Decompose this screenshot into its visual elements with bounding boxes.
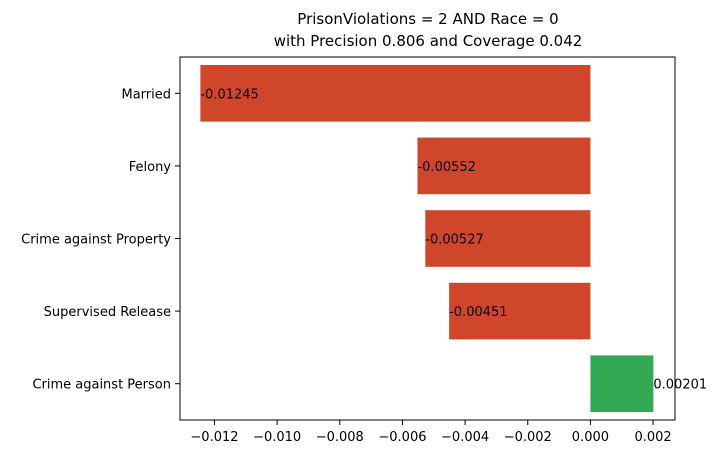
y-tick-label-2: Crime against Property	[21, 233, 171, 248]
bar-2	[425, 210, 591, 267]
x-tick-label-2: −0.008	[316, 430, 364, 445]
x-tick-label-7: 0.002	[634, 430, 671, 445]
x-tick-label-5: −0.002	[504, 430, 552, 445]
y-tick-label-1: Felony	[129, 160, 172, 175]
x-tick-label-0: −0.012	[190, 430, 238, 445]
x-tick-label-1: −0.010	[253, 430, 301, 445]
y-axis-ticks: Married Felony Crime against Property Super…	[21, 87, 180, 393]
value-label-1: -0.00552	[417, 160, 475, 175]
bar-1	[417, 137, 591, 195]
value-label-3: -0.00451	[449, 305, 507, 320]
value-label-4: 0.00201	[653, 378, 707, 393]
x-tick-label-3: −0.006	[378, 430, 426, 445]
chart-title-line1: PrisonViolations = 2 AND Race = 0	[297, 10, 558, 28]
bar-0	[200, 64, 591, 122]
bar-3	[449, 282, 591, 340]
x-tick-label-4: −0.004	[441, 430, 489, 445]
x-axis-ticks: −0.012 −0.010 −0.008 −0.006 −0.004 −0.002 0.00…	[190, 420, 672, 445]
bars-group	[200, 64, 654, 413]
y-tick-label-0: Married	[121, 87, 171, 102]
value-label-2: -0.00527	[425, 233, 483, 248]
x-tick-label-6: 0.000	[572, 430, 609, 445]
value-labels-group: -0.01245 -0.00552 -0.00527 -0.00451 0.00201	[200, 87, 707, 392]
y-tick-label-3: Supervised Release	[44, 305, 171, 320]
value-label-0: -0.01245	[200, 87, 258, 102]
y-tick-label-4: Crime against Person	[32, 378, 171, 393]
chart-title-line2: with Precision 0.806 and Coverage 0.042	[274, 32, 583, 50]
plot-frame	[179, 56, 676, 421]
bar-4	[590, 355, 654, 413]
